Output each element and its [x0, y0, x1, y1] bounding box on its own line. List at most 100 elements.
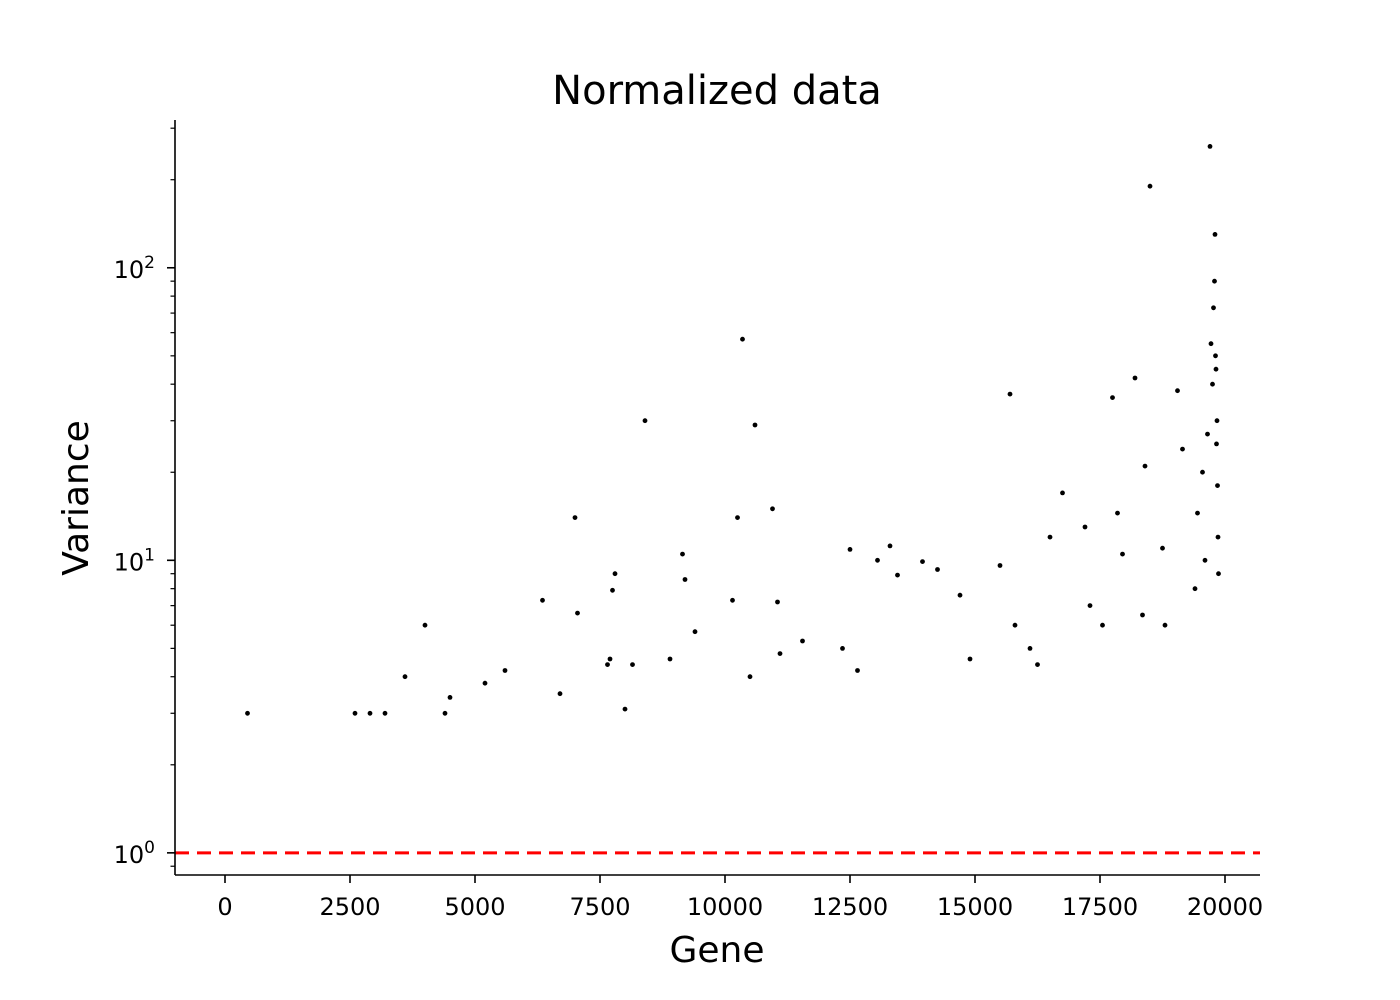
data-point: [622, 706, 628, 712]
data-point: [1213, 366, 1219, 372]
data-point: [1012, 622, 1018, 628]
data-point: [1213, 353, 1218, 359]
data-point: [610, 587, 615, 593]
data-point: [1060, 490, 1065, 496]
data-point: [935, 567, 940, 572]
data-point: [875, 557, 880, 563]
data-point: [692, 629, 698, 635]
data-point: [895, 572, 900, 578]
y-tick-label: 102: [114, 253, 155, 284]
x-axis-ticks: 0 2500 5000 7500 10000 12500 15000 17500 20000: [217, 875, 1263, 921]
data-point: [1200, 469, 1205, 475]
data-point: [382, 710, 388, 716]
data-point: [855, 668, 860, 673]
data-point: [800, 638, 805, 644]
data-point: [630, 662, 635, 667]
x-tick-label: 20000: [1187, 893, 1263, 921]
data-point: [605, 662, 610, 667]
x-tick-label: 17500: [1062, 893, 1138, 921]
data-point: [612, 571, 618, 577]
data-point: [540, 597, 545, 603]
x-tick-label: 12500: [812, 893, 888, 921]
data-point: [245, 710, 250, 716]
data-point: [352, 710, 358, 716]
data-point: [1210, 381, 1215, 387]
data-point: [1100, 622, 1105, 628]
x-tick-label: 10000: [687, 893, 763, 921]
data-point: [1120, 551, 1125, 557]
data-point: [447, 695, 453, 700]
y-tick-label: 100: [114, 838, 155, 869]
data-point: [775, 599, 780, 605]
data-point: [667, 656, 673, 662]
y-tick-label: 101: [114, 545, 155, 576]
data-point: [607, 656, 613, 662]
data-point: [847, 547, 853, 552]
x-tick-label: 0: [217, 893, 232, 921]
data-point: [997, 563, 1003, 568]
data-point: [1212, 278, 1217, 284]
data-point: [1205, 431, 1210, 437]
data-point: [1160, 545, 1165, 551]
data-point: [502, 668, 508, 673]
data-point: [1140, 612, 1145, 618]
data-point: [770, 506, 775, 512]
data-point: [1147, 183, 1153, 189]
data-point: [442, 710, 448, 716]
data-point: [920, 559, 925, 564]
data-point: [367, 710, 373, 716]
data-point: [1212, 232, 1218, 237]
data-point: [1087, 603, 1093, 608]
data-point: [482, 680, 488, 686]
data-point: [1215, 534, 1221, 540]
data-point: [957, 592, 963, 598]
data-point: [1027, 646, 1033, 651]
x-tick-label: 5000: [444, 893, 505, 921]
x-tick-label: 2500: [319, 893, 380, 921]
data-point: [1195, 510, 1200, 516]
data-point: [642, 418, 648, 424]
data-point: [967, 656, 973, 662]
data-point: [1115, 510, 1120, 516]
data-point: [777, 651, 783, 656]
data-point: [1211, 305, 1216, 311]
data-point: [735, 515, 740, 520]
data-point: [1202, 557, 1208, 563]
data-point: [575, 610, 580, 616]
data-point: [1216, 571, 1221, 577]
data-point: [887, 543, 893, 549]
data-point: [557, 691, 563, 697]
x-tick-label: 15000: [937, 893, 1013, 921]
data-point: [1175, 388, 1180, 394]
data-point: [422, 622, 428, 628]
data-point: [740, 336, 745, 342]
data-point: [1082, 524, 1088, 530]
data-point: [1215, 483, 1220, 488]
data-point: [1007, 391, 1013, 397]
data-point: [752, 422, 758, 428]
data-point: [1132, 375, 1138, 381]
data-point: [1035, 662, 1040, 667]
data-point: [730, 597, 735, 603]
chart-title: Normalized data: [552, 68, 882, 114]
data-point: [1214, 418, 1220, 424]
data-point: [1192, 586, 1198, 592]
x-tick-label: 7500: [569, 893, 630, 921]
data-point: [680, 551, 685, 557]
data-point: [402, 674, 408, 680]
data-point: [1208, 341, 1214, 347]
data-point: [1047, 534, 1053, 540]
data-point: [1207, 144, 1213, 149]
data-point: [1162, 622, 1168, 628]
data-point: [572, 515, 578, 520]
data-point: [840, 646, 845, 651]
data-points: [245, 144, 1221, 716]
data-point: [682, 577, 688, 582]
x-axis-label: Gene: [669, 930, 764, 971]
data-point: [1180, 446, 1185, 452]
data-point: [1142, 463, 1148, 469]
y-axis-label: Variance: [56, 420, 97, 576]
data-point: [1214, 441, 1219, 447]
data-point: [747, 674, 753, 680]
